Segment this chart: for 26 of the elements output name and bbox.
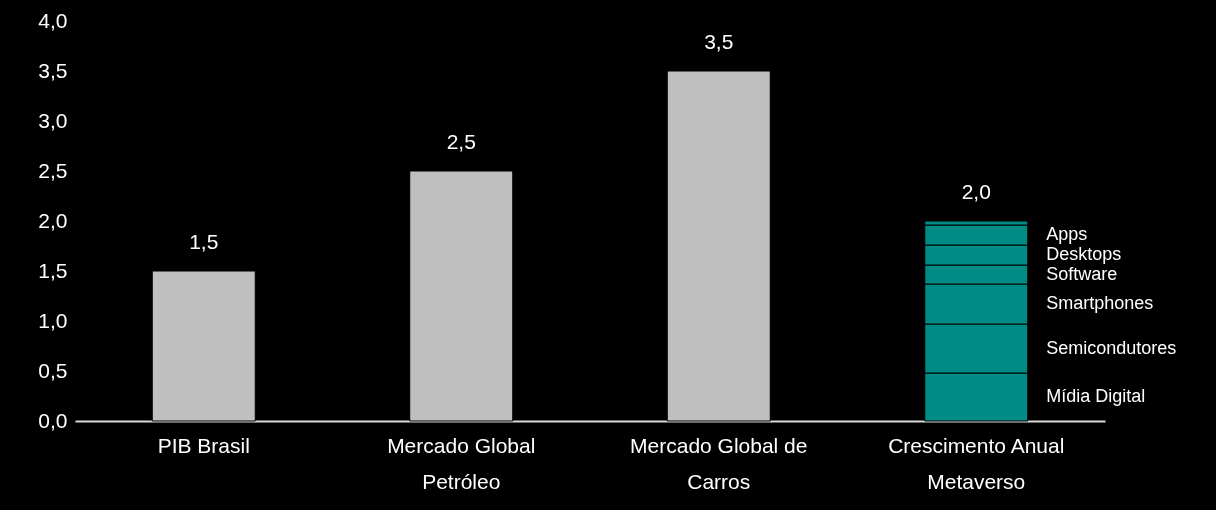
y-tick-label: 2,0 — [38, 208, 68, 232]
y-tick-label: 3,5 — [38, 58, 68, 82]
series-label: Mídia Digital — [1046, 386, 1146, 406]
y-tick-label: 1,0 — [38, 308, 68, 332]
x-tick-label: Crescimento Anual Metaverso — [888, 433, 1065, 493]
x-tick-label: Mercado Global de Carros — [630, 433, 808, 493]
series-label: Smartphones — [1046, 293, 1154, 313]
y-tick-label: 0,0 — [38, 408, 68, 432]
total-label: 1,5 — [189, 230, 219, 253]
series-label: Semicondutores — [1046, 337, 1177, 358]
series-label: Apps — [1046, 224, 1088, 244]
y-tick-label: 3,0 — [38, 108, 68, 132]
y-tick-label: 1,5 — [38, 258, 68, 282]
y-tick-label: 4,0 — [38, 8, 68, 32]
y-tick-label: 2,5 — [38, 158, 68, 182]
x-tick-label: PIB Brasil — [157, 433, 250, 457]
x-tick-label: Mercado Global Petróleo — [387, 433, 536, 493]
series-label: Desktops — [1046, 244, 1122, 264]
total-label: 3,5 — [704, 30, 734, 53]
bar — [151, 270, 256, 422]
y-tick-label: 0,5 — [38, 358, 68, 382]
series-label: Software — [1046, 263, 1118, 284]
bar — [409, 170, 514, 422]
total-label: 2,0 — [961, 180, 991, 203]
bar — [666, 70, 771, 422]
total-label: 2,5 — [446, 130, 476, 153]
